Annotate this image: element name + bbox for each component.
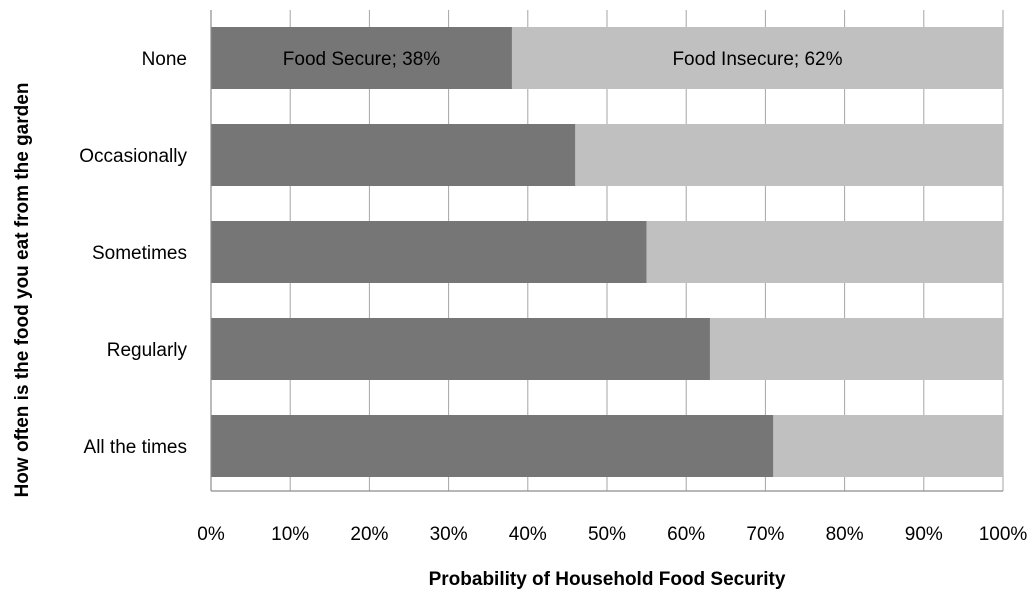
- bar-food-secure: [211, 27, 512, 89]
- x-tick-label: 90%: [905, 524, 943, 545]
- bars: [211, 27, 1003, 477]
- data-label: Food Insecure; 62%: [672, 49, 842, 70]
- y-category-label: All the times: [84, 437, 187, 458]
- bar-food-secure: [211, 221, 647, 283]
- x-tick-label: 0%: [197, 524, 225, 545]
- bar-food-secure: [211, 124, 576, 186]
- x-tick-label: 10%: [271, 524, 309, 545]
- axes: [210, 10, 1003, 492]
- x-tick-label: 60%: [667, 524, 705, 545]
- x-tick-label: 70%: [746, 524, 784, 545]
- x-tick-label: 30%: [430, 524, 468, 545]
- labels: 0% 10% 20% 30% 40% 50% 60% 70% 80% 90% 100% None Occ…: [79, 49, 1027, 545]
- y-category-label: None: [142, 49, 187, 70]
- bar-food-secure: [211, 318, 710, 380]
- bar-food-insecure: [773, 415, 1003, 477]
- x-tick-label: 20%: [350, 524, 388, 545]
- y-axis-title: How often is the food you eat from the g…: [12, 83, 33, 498]
- bar-food-insecure: [646, 221, 1003, 283]
- y-category-label: Occasionally: [79, 146, 187, 167]
- y-category-label: Regularly: [107, 340, 188, 361]
- x-tick-label: 100%: [979, 524, 1028, 545]
- bar-food-insecure: [709, 318, 1003, 380]
- x-tick-label: 80%: [826, 524, 864, 545]
- bar-food-secure: [211, 415, 774, 477]
- y-category-label: Sometimes: [92, 243, 187, 264]
- bar-food-insecure: [575, 124, 1003, 186]
- x-tick-label: 50%: [588, 524, 626, 545]
- x-axis-title: Probability of Household Food Security: [429, 569, 786, 590]
- bar-food-insecure: [511, 27, 1003, 89]
- x-tick-label: 40%: [509, 524, 547, 545]
- data-label: Food Secure; 38%: [283, 49, 440, 70]
